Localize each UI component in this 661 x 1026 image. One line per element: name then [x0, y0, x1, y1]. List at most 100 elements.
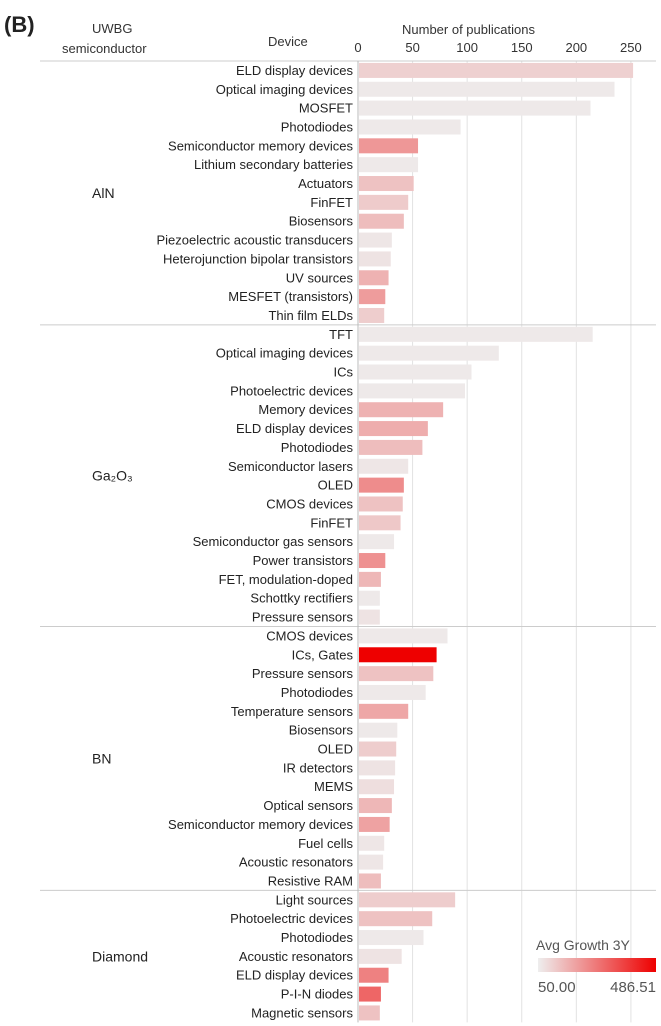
- device-label: Optical imaging devices: [216, 82, 354, 97]
- device-label: CMOS devices: [266, 496, 353, 511]
- x-tick-label: 0: [354, 40, 361, 55]
- device-label: P-I-N diodes: [281, 987, 354, 1002]
- device-label: OLED: [318, 478, 353, 493]
- device-label: ICs: [334, 365, 354, 380]
- device-label: Schottky rectifiers: [250, 591, 353, 606]
- device-label: OLED: [318, 742, 353, 757]
- device-label: IR detectors: [283, 760, 354, 775]
- device-label: MOSFET: [299, 101, 353, 116]
- device-label: ELD display devices: [236, 421, 354, 436]
- bar: [359, 911, 433, 927]
- device-label: Heterojunction bipolar transistors: [163, 251, 354, 266]
- bar: [359, 62, 634, 78]
- device-label: Photodiodes: [281, 930, 354, 945]
- bar: [359, 439, 423, 455]
- device-label: Biosensors: [289, 723, 354, 738]
- device-label: Semiconductor lasers: [228, 459, 353, 474]
- device-label: Photodiodes: [281, 440, 354, 455]
- bar: [359, 496, 403, 512]
- device-label: Biosensors: [289, 214, 354, 229]
- bar: [359, 703, 409, 719]
- bar: [359, 666, 434, 682]
- bar: [359, 892, 456, 908]
- device-label: Power transistors: [253, 553, 354, 568]
- bar: [359, 1005, 380, 1021]
- group-label: Ga₂O₃: [92, 468, 133, 484]
- bar: [359, 421, 428, 437]
- legend-gradient: [538, 958, 656, 972]
- header-publications: Number of publications: [402, 22, 535, 37]
- device-label: Resistive RAM: [268, 873, 353, 888]
- device-label: MESFET (transistors): [228, 289, 353, 304]
- bar: [359, 232, 392, 248]
- bar: [359, 81, 615, 97]
- x-tick-label: 50: [405, 40, 419, 55]
- x-tick-label: 200: [565, 40, 587, 55]
- bar: [359, 326, 593, 342]
- bar: [359, 835, 385, 851]
- bar: [359, 364, 472, 380]
- bar: [359, 684, 426, 700]
- device-label: Piezoelectric acoustic transducers: [156, 233, 353, 248]
- group-label: BN: [92, 750, 111, 766]
- bar: [359, 458, 409, 474]
- bar: [359, 213, 404, 229]
- bar: [359, 515, 401, 531]
- bar: [359, 571, 381, 587]
- x-tick-label: 150: [511, 40, 533, 55]
- device-label: FET, modulation-doped: [219, 572, 353, 587]
- legend-max-label: 486.51: [610, 979, 656, 996]
- bar: [359, 100, 591, 116]
- device-label: Fuel cells: [298, 836, 353, 851]
- bar: [359, 948, 402, 964]
- bar: [359, 798, 392, 814]
- bar: [359, 289, 386, 305]
- header-uwbg: UWBG: [92, 21, 133, 36]
- bar: [359, 760, 396, 776]
- header-device: Device: [268, 34, 308, 49]
- bar: [359, 873, 381, 889]
- bar: [359, 930, 424, 946]
- bar: [359, 176, 414, 192]
- bar: [359, 854, 384, 870]
- bar: [359, 967, 389, 983]
- device-label: UV sources: [286, 270, 354, 285]
- device-label: Memory devices: [258, 402, 353, 417]
- device-label: Optical sensors: [263, 798, 353, 813]
- bar: [359, 628, 448, 644]
- device-label: Semiconductor memory devices: [168, 817, 353, 832]
- device-label: Lithium secondary batteries: [194, 157, 353, 172]
- device-label: Semiconductor gas sensors: [193, 534, 354, 549]
- bar: [359, 722, 398, 738]
- x-tick-label: 250: [620, 40, 642, 55]
- device-label: Photodiodes: [281, 119, 354, 134]
- device-label: ELD display devices: [236, 63, 354, 78]
- x-tick-label: 100: [456, 40, 478, 55]
- device-label: TFT: [329, 327, 353, 342]
- device-label: Photodiodes: [281, 685, 354, 700]
- device-label: Photoelectric devices: [230, 911, 353, 926]
- bar: [359, 119, 461, 135]
- device-label: Acoustic resonators: [239, 949, 354, 964]
- bar: [359, 779, 395, 795]
- bar: [359, 986, 381, 1002]
- bar: [359, 383, 465, 399]
- bar: [359, 553, 386, 569]
- bar: [359, 477, 404, 493]
- device-label: Optical imaging devices: [216, 346, 354, 361]
- device-label: Photoelectric devices: [230, 383, 353, 398]
- device-label: FinFET: [310, 195, 353, 210]
- device-label: ICs, Gates: [292, 647, 354, 662]
- device-label: Actuators: [298, 176, 353, 191]
- header-semiconductor: semiconductor: [62, 41, 147, 56]
- device-label: Thin film ELDs: [268, 308, 353, 323]
- device-label: CMOS devices: [266, 628, 353, 643]
- bar: [359, 194, 409, 210]
- group-label: Diamond: [92, 948, 148, 964]
- device-label: Magnetic sensors: [251, 1005, 353, 1020]
- device-label: Light sources: [276, 892, 354, 907]
- group-label: AlN: [92, 185, 115, 201]
- bar: [359, 402, 444, 418]
